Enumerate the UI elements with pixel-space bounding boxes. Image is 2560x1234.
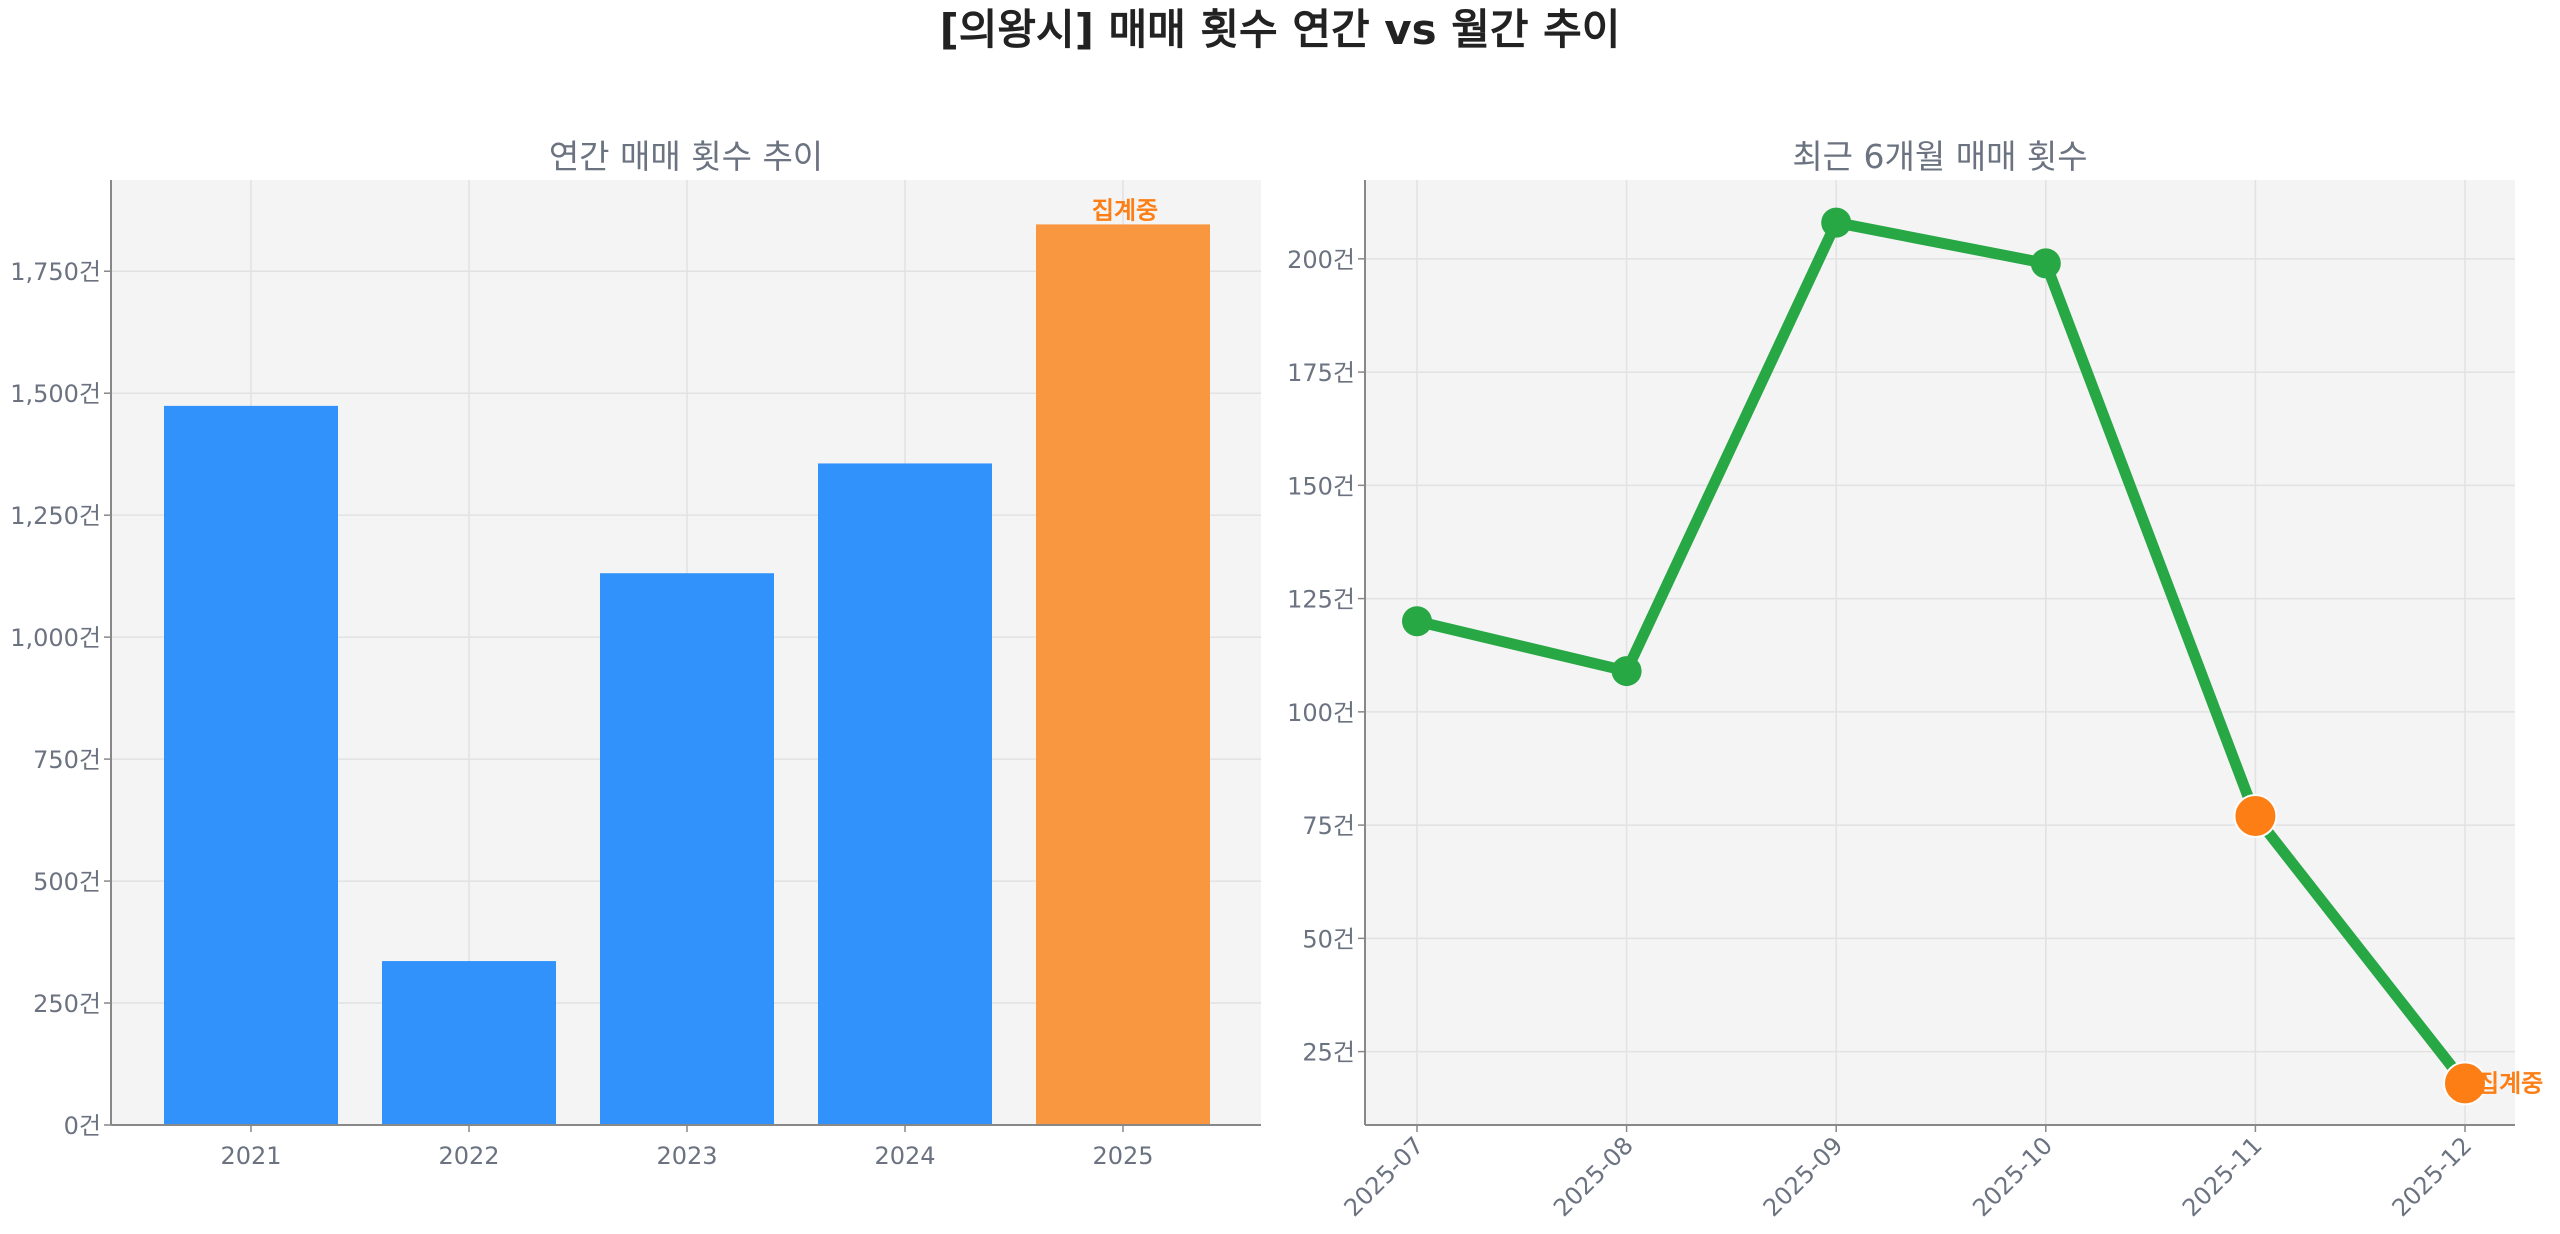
x-tick-label: 2022 <box>438 1142 499 1170</box>
data-point-2025-12 <box>2443 1061 2487 1106</box>
x-tick-label: 2025-11 <box>2177 1131 2268 1222</box>
y-tick-label: 1,750건 <box>10 258 101 286</box>
x-tick-label: 2025-12 <box>2387 1131 2478 1222</box>
data-point-2025-08 <box>1611 656 1642 687</box>
data-point-2025-07 <box>1402 606 1432 637</box>
line-chart-monthly: 최근 6개월 매매 횟수 25건 50건 75건 100건 125건 150건 175건 20… <box>1287 137 2543 1222</box>
y-tick-label: 75건 <box>1302 812 1355 840</box>
bar-2023 <box>600 573 774 1125</box>
y-tick-label: 175건 <box>1287 359 1355 387</box>
y-tick-label: 125건 <box>1287 586 1355 614</box>
line-annotation: 집계중 <box>2477 1069 2543 1097</box>
x-tick-label: 2025-08 <box>1548 1131 1639 1222</box>
y-tick-label: 0건 <box>64 1112 101 1140</box>
y-tick-label: 50건 <box>1302 925 1355 953</box>
bar-2024 <box>818 463 992 1126</box>
y-tick-label: 200건 <box>1287 246 1355 274</box>
y-tick-label: 100건 <box>1287 699 1355 727</box>
x-tick-label: 2023 <box>656 1142 717 1170</box>
x-tick-label: 2025-10 <box>1967 1131 2058 1222</box>
y-tick-label: 1,250건 <box>10 502 101 530</box>
bar-2022 <box>382 961 556 1125</box>
bar-2025 <box>1036 224 1210 1125</box>
x-tick-label: 2025-07 <box>1339 1131 1430 1222</box>
series-line <box>1415 217 2470 1087</box>
data-point-2025-09 <box>1821 207 1852 238</box>
bar-chart-annual: 연간 매매 횟수 추이 0건 250건 500건 750건 1,000건 1,250건 1,… <box>10 137 1261 1170</box>
y-tick-label: 150건 <box>1287 472 1355 500</box>
y-tick-label: 25건 <box>1302 1039 1355 1067</box>
y-tick-label: 1,000건 <box>10 624 101 652</box>
x-tick-label: 2021 <box>220 1142 281 1170</box>
data-point-2025-11 <box>2233 794 2278 839</box>
x-tick-label: 2024 <box>874 1142 935 1170</box>
bar-annotation: 집계중 <box>1092 196 1158 224</box>
y-tick-label: 1,500건 <box>10 380 101 408</box>
x-tick-label: 2025-09 <box>1758 1131 1849 1222</box>
y-tick-label: 750건 <box>33 746 101 774</box>
x-tick-label: 2025 <box>1092 1142 1153 1170</box>
figure-title: [의왕시] 매매 횟수 연간 vs 월간 추이 <box>940 5 1621 54</box>
data-point-2025-10 <box>2030 248 2061 279</box>
line-chart-title: 최근 6개월 매매 횟수 <box>1792 137 2087 176</box>
y-tick-label: 500건 <box>33 868 101 896</box>
y-tick-label: 250건 <box>33 990 101 1018</box>
bar-2021 <box>164 405 338 1125</box>
bar-chart-title: 연간 매매 횟수 추이 <box>549 137 823 176</box>
